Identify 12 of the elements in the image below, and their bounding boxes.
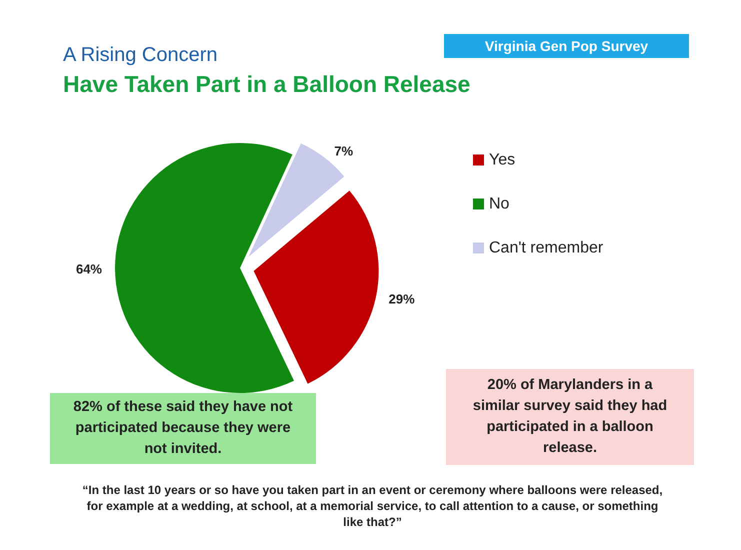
legend-label: Yes <box>489 152 516 168</box>
chart-title: A Rising Concern <box>63 44 218 67</box>
data-label: 29% <box>388 292 416 307</box>
legend-label: No <box>489 196 510 212</box>
text: “In the last 10 years or so have you taken part in an event or ceremony where balloons were released, for example at a wedding, at school, at a memorial service, to call attention to a cause, or something like that?” <box>81 482 664 530</box>
legend-label: Can't remember <box>489 240 604 256</box>
text: 20% of Marylanders in a similar survey said they had participated in a balloon release. <box>446 369 694 465</box>
text: Virginia Gen Pop Survey <box>444 34 689 58</box>
data-label: 64% <box>76 261 102 276</box>
text: 82% of these said they have not participated because they were not invited. <box>50 393 316 464</box>
chart-subtitle: Have Taken Part in a Balloon Release <box>63 71 470 98</box>
data-label: 7% <box>334 144 354 159</box>
